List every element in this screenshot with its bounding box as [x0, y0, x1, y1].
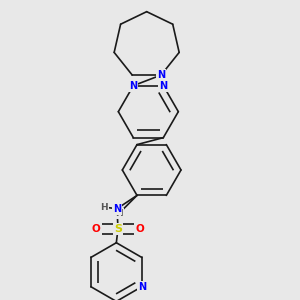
Text: H: H [115, 209, 122, 218]
Text: O: O [135, 224, 144, 234]
Text: N: N [129, 81, 137, 91]
Text: N: N [157, 70, 165, 80]
Text: S: S [114, 224, 122, 234]
Text: H: H [100, 202, 107, 211]
Text: N: N [113, 204, 121, 214]
Text: N: N [138, 282, 146, 292]
Text: O: O [92, 224, 101, 234]
Text: N: N [159, 81, 167, 91]
